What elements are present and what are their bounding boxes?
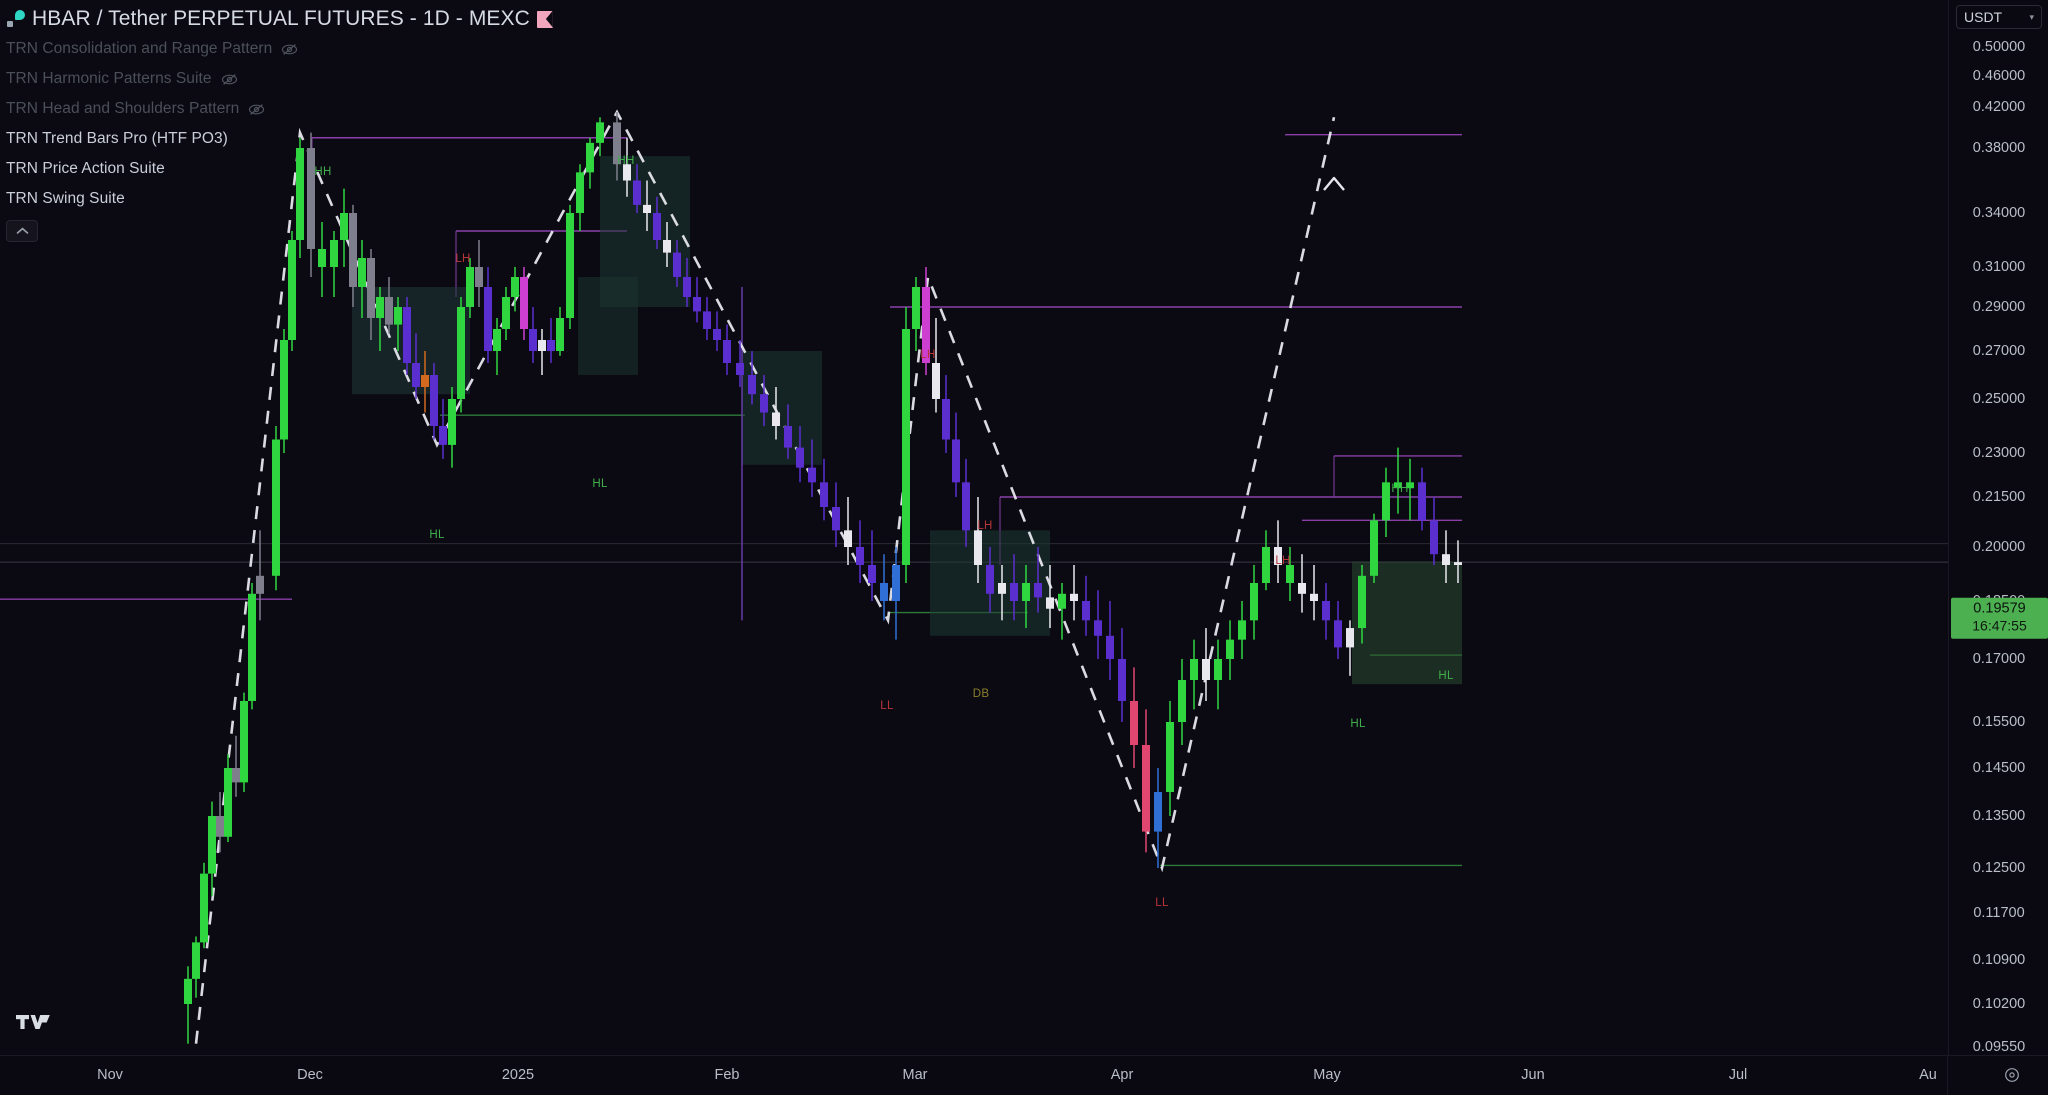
time-tick: 2025 <box>501 1067 535 1083</box>
chart-canvas <box>0 109 1948 1044</box>
clock-icon[interactable] <box>2004 1067 2020 1088</box>
price-tick: 0.13500 <box>1972 808 2026 824</box>
legend-collapse-button[interactable] <box>6 220 38 242</box>
indicator-label: TRN Swing Suite <box>6 190 125 207</box>
indicator-row-1[interactable]: TRN Harmonic Patterns Suite <box>6 64 553 94</box>
price-tick: 0.29000 <box>1972 299 2026 315</box>
indicator-label: TRN Head and Shoulders Pattern <box>6 100 240 117</box>
price-tick: 0.17000 <box>1972 651 2026 667</box>
time-tick: Jun <box>1521 1067 1545 1083</box>
chevron-down-icon: ▾ <box>2029 11 2034 22</box>
indicator-row-5[interactable]: TRN Swing Suite <box>6 184 553 214</box>
time-tick: Au <box>1919 1067 1937 1083</box>
chevron-up-icon <box>16 227 28 234</box>
current-price-badge[interactable]: 0.19579 16:47:55 <box>1951 597 2048 639</box>
symbol-title-row[interactable]: HBAR / Tether PERPETUAL FUTURES - 1D - M… <box>6 4 553 34</box>
axis-divider <box>1947 1056 1948 1095</box>
price-tick: 0.38000 <box>1972 140 2026 156</box>
time-axis[interactable]: Nov Dec 2025 Feb Mar Apr May Jun Jul Au <box>0 1055 2048 1095</box>
price-unit-selector[interactable]: USDT ▾ <box>1956 5 2042 29</box>
price-tick: 0.20000 <box>1972 539 2026 555</box>
price-tick: 0.23000 <box>1972 445 2026 461</box>
eye-off-icon[interactable] <box>248 101 265 118</box>
page-title: HBAR / Tether PERPETUAL FUTURES - 1D - M… <box>32 7 530 30</box>
indicator-row-0[interactable]: TRN Consolidation and Range Pattern <box>6 34 553 64</box>
time-tick: Apr <box>1110 1067 1134 1083</box>
price-tick: 0.27000 <box>1972 343 2026 359</box>
time-tick: Mar <box>902 1067 928 1083</box>
indicator-label: TRN Price Action Suite <box>6 160 165 177</box>
price-tick: 0.12500 <box>1972 860 2026 876</box>
price-axis[interactable]: USDT ▾ 0.50000 0.46000 0.42000 0.38000 0.340… <box>1948 0 2048 1055</box>
time-tick: Feb <box>714 1067 740 1083</box>
indicator-list: TRN Consolidation and Range Pattern TRN … <box>6 34 553 214</box>
chart-plot-area[interactable]: HH LH HL HH HL LH LL LH DB LL LH HL HH HL <box>0 0 1948 1055</box>
price-tick: 0.14500 <box>1972 760 2026 776</box>
indicator-label: TRN Harmonic Patterns Suite <box>6 70 212 87</box>
chart-legend[interactable]: HBAR / Tether PERPETUAL FUTURES - 1D - M… <box>0 0 553 242</box>
price-tick: 0.10900 <box>1972 952 2026 968</box>
price-tick: 0.11700 <box>1973 905 2025 921</box>
price-tick: 0.46000 <box>1972 68 2026 84</box>
indicator-row-4[interactable]: TRN Price Action Suite <box>6 154 553 184</box>
indicator-row-2[interactable]: TRN Head and Shoulders Pattern <box>6 94 553 124</box>
current-price-value: 0.19579 <box>1973 600 2026 617</box>
time-tick: Nov <box>97 1067 123 1083</box>
mexc-badge-icon <box>536 10 553 28</box>
indicator-label: TRN Consolidation and Range Pattern <box>6 40 273 57</box>
indicator-row-3[interactable]: TRN Trend Bars Pro (HTF PO3) <box>6 124 553 154</box>
time-tick: Jul <box>1728 1067 1748 1083</box>
price-tick: 0.31000 <box>1972 259 2026 275</box>
hbar-symbol-icon <box>6 9 25 29</box>
price-tick: 0.21500 <box>1972 489 2026 505</box>
price-tick: 0.25000 <box>1972 391 2026 407</box>
tradingview-logo <box>16 1012 50 1039</box>
price-tick: 0.50000 <box>1972 39 2026 55</box>
time-tick: Dec <box>297 1067 323 1083</box>
time-tick: May <box>1313 1067 1341 1083</box>
current-price-time: 16:47:55 <box>1972 617 2027 634</box>
eye-off-icon[interactable] <box>281 41 298 58</box>
price-tick: 0.34000 <box>1972 205 2026 221</box>
price-tick: 0.42000 <box>1972 99 2026 115</box>
price-tick: 0.15500 <box>1972 714 2026 730</box>
indicator-label: TRN Trend Bars Pro (HTF PO3) <box>6 130 228 147</box>
price-unit-label: USDT <box>1964 9 2003 25</box>
price-tick: 0.10200 <box>1972 996 2026 1012</box>
eye-off-icon[interactable] <box>221 71 238 88</box>
price-tick: 0.09550 <box>1972 1039 2026 1055</box>
